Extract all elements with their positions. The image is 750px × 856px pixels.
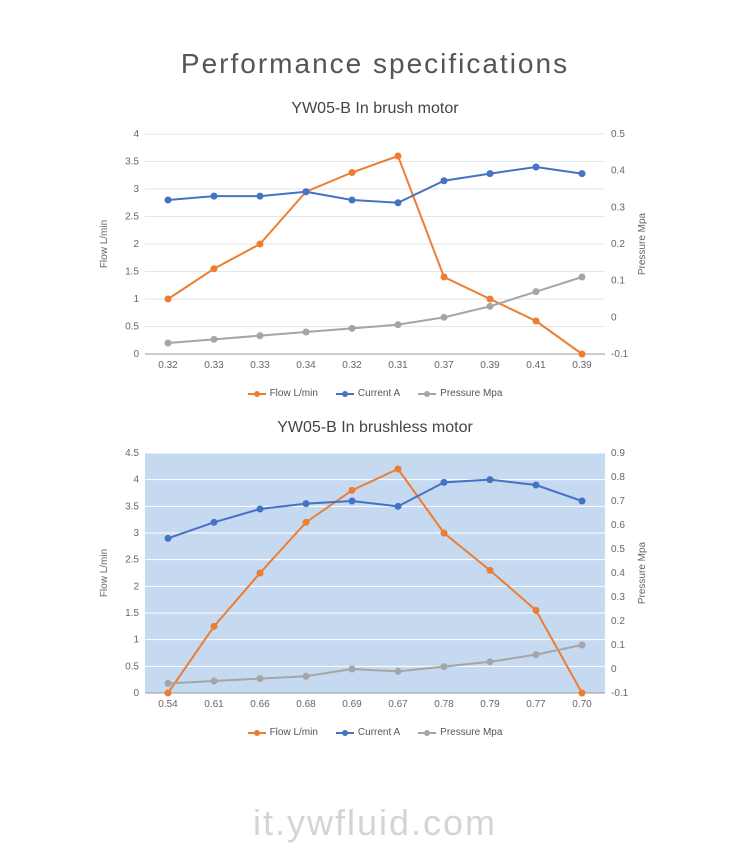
svg-text:0: 0 (611, 664, 617, 675)
svg-text:-0.1: -0.1 (611, 349, 629, 360)
svg-text:0.4: 0.4 (611, 568, 625, 579)
legend-item: Pressure Mpa (418, 388, 502, 399)
svg-text:0.2: 0.2 (611, 616, 625, 627)
legend-label: Flow L/min (270, 727, 318, 738)
svg-text:Flow L/min: Flow L/min (99, 220, 110, 268)
svg-text:3.5: 3.5 (125, 501, 139, 512)
svg-text:2: 2 (133, 239, 139, 250)
chart-1-title: YW05-B In brush motor (95, 100, 655, 118)
svg-text:0.34: 0.34 (296, 360, 316, 371)
svg-text:0.69: 0.69 (342, 699, 362, 710)
svg-text:0: 0 (133, 349, 139, 360)
svg-text:0.41: 0.41 (526, 360, 546, 371)
legend-label: Flow L/min (270, 388, 318, 399)
chart-2-title: YW05-B In brushless motor (95, 419, 655, 437)
svg-text:0.2: 0.2 (611, 239, 625, 250)
svg-text:0.8: 0.8 (611, 472, 625, 483)
legend-label: Current A (358, 388, 400, 399)
svg-text:1: 1 (133, 294, 139, 305)
svg-text:0.61: 0.61 (204, 699, 224, 710)
svg-text:4: 4 (133, 475, 139, 486)
svg-text:0.70: 0.70 (572, 699, 592, 710)
svg-text:0.7: 0.7 (611, 496, 625, 507)
svg-text:0.79: 0.79 (480, 699, 500, 710)
svg-text:0.33: 0.33 (204, 360, 224, 371)
svg-text:Pressure Mpa: Pressure Mpa (637, 212, 648, 275)
svg-text:0.3: 0.3 (611, 202, 625, 213)
legend-label: Pressure Mpa (440, 388, 502, 399)
svg-text:0.32: 0.32 (158, 360, 178, 371)
page-title: Performance specifications (0, 0, 750, 100)
legend-label: Pressure Mpa (440, 727, 502, 738)
svg-text:-0.1: -0.1 (611, 688, 629, 699)
svg-text:3.5: 3.5 (125, 157, 139, 168)
svg-text:0.39: 0.39 (572, 360, 592, 371)
svg-text:Pressure Mpa: Pressure Mpa (637, 541, 648, 604)
svg-text:0.77: 0.77 (526, 699, 546, 710)
svg-text:0.5: 0.5 (611, 129, 625, 140)
legend-item: Flow L/min (248, 388, 318, 399)
svg-text:4.5: 4.5 (125, 448, 139, 459)
svg-text:0.5: 0.5 (125, 661, 139, 672)
svg-text:3: 3 (133, 528, 139, 539)
chart-1-frame: 0 0.5 1 1.5 2 2.5 3 3.5 4 -0.1 0 0.1 0.2 0.3 0.4 0.5 0.3… (95, 124, 655, 384)
svg-text:0.5: 0.5 (125, 322, 139, 333)
legend-swatch (418, 393, 436, 395)
svg-text:0.54: 0.54 (158, 699, 178, 710)
svg-text:0: 0 (611, 312, 617, 323)
chart-2-frame: 0 0.5 1 1.5 2 2.5 3 3.5 4 4.5 -0.1 0 0.1 0.2 0.3 0.4 0.5… (95, 443, 655, 723)
svg-text:0.5: 0.5 (611, 544, 625, 555)
svg-text:0.6: 0.6 (611, 520, 625, 531)
svg-text:0.67: 0.67 (388, 699, 408, 710)
svg-text:4: 4 (133, 129, 139, 140)
svg-text:0.3: 0.3 (611, 592, 625, 603)
legend-swatch (336, 732, 354, 734)
svg-text:0.39: 0.39 (480, 360, 500, 371)
svg-text:0.31: 0.31 (388, 360, 408, 371)
chart-2-svg: 0 0.5 1 1.5 2 2.5 3 3.5 4 4.5 -0.1 0 0.1 0.2 0.3 0.4 0.5… (95, 443, 655, 723)
svg-text:0: 0 (133, 688, 139, 699)
svg-text:0.37: 0.37 (434, 360, 454, 371)
svg-text:3: 3 (133, 184, 139, 195)
svg-text:1.5: 1.5 (125, 267, 139, 278)
svg-text:0.68: 0.68 (296, 699, 316, 710)
chart-1: YW05-B In brush motor 0 0.5 1 1.5 2 2.5 3 3.5 4 -… (95, 100, 655, 399)
svg-text:1.5: 1.5 (125, 608, 139, 619)
svg-text:0.1: 0.1 (611, 640, 625, 651)
svg-text:0.33: 0.33 (250, 360, 270, 371)
watermark-text: it.ywfluid.com (0, 802, 750, 844)
svg-text:0.9: 0.9 (611, 448, 625, 459)
svg-text:0.4: 0.4 (611, 166, 625, 177)
legend-swatch (248, 732, 266, 734)
svg-text:2: 2 (133, 581, 139, 592)
legend-label: Current A (358, 727, 400, 738)
chart-1-legend: Flow L/min Current A Pressure Mpa (95, 388, 655, 399)
legend-swatch (336, 393, 354, 395)
chart-1-svg: 0 0.5 1 1.5 2 2.5 3 3.5 4 -0.1 0 0.1 0.2 0.3 0.4 0.5 0.3… (95, 124, 655, 384)
svg-text:2.5: 2.5 (125, 555, 139, 566)
chart-2-legend: Flow L/min Current A Pressure Mpa (95, 727, 655, 738)
legend-swatch (418, 732, 436, 734)
legend-item: Pressure Mpa (418, 727, 502, 738)
legend-swatch (248, 393, 266, 395)
svg-text:2.5: 2.5 (125, 212, 139, 223)
legend-item: Flow L/min (248, 727, 318, 738)
svg-text:0.32: 0.32 (342, 360, 362, 371)
svg-text:0.1: 0.1 (611, 276, 625, 287)
legend-item: Current A (336, 727, 400, 738)
svg-text:Flow L/min: Flow L/min (99, 549, 110, 597)
chart-2: YW05-B In brushless motor 0 0.5 1 1.5 2 2.5 3 3… (95, 419, 655, 738)
svg-text:0.66: 0.66 (250, 699, 270, 710)
svg-text:0.78: 0.78 (434, 699, 454, 710)
legend-item: Current A (336, 388, 400, 399)
svg-text:1: 1 (133, 635, 139, 646)
